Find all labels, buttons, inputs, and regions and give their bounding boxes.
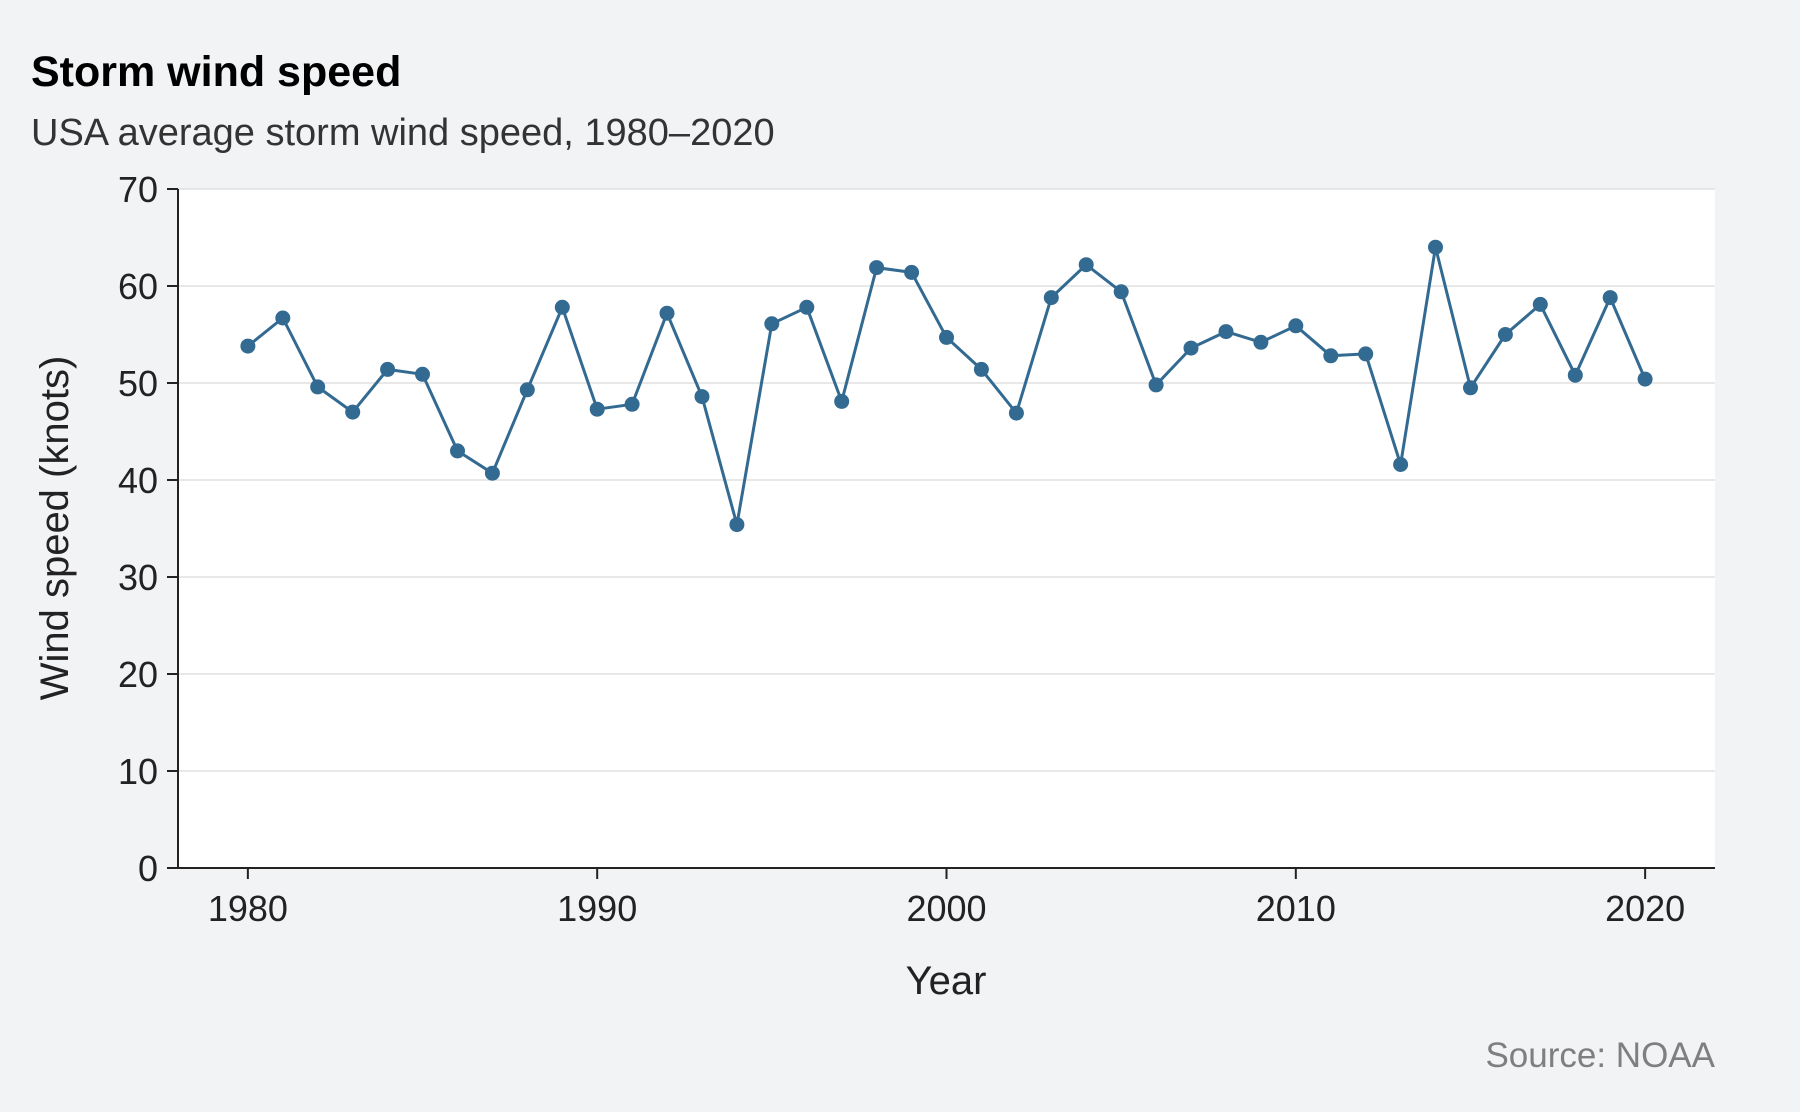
- x-tick-label-2020: 2020: [1605, 888, 1685, 929]
- x-tick-label-2010: 2010: [1256, 888, 1336, 929]
- data-point-1996: [799, 299, 815, 315]
- x-axis-ticks: 1980 1990 2000 2010 2020: [208, 868, 1685, 929]
- data-point-1999: [904, 264, 920, 280]
- data-point-2020: [1637, 371, 1653, 387]
- data-point-2019: [1602, 290, 1618, 306]
- y-axis-ticks: 0 10 20 30 40 50 60 70: [118, 169, 178, 889]
- data-point-1983: [345, 404, 361, 420]
- y-tick-label-50: 50: [118, 363, 158, 404]
- data-point-2012: [1358, 346, 1374, 362]
- data-point-2014: [1428, 239, 1443, 255]
- data-point-2007: [1183, 340, 1199, 356]
- data-point-2006: [1148, 377, 1164, 393]
- chart-subtitle: USA average storm wind speed, 1980–2020: [31, 112, 775, 154]
- gridlines: [178, 188, 1715, 772]
- y-tick-label-30: 30: [118, 557, 158, 598]
- data-point-1987: [484, 465, 500, 481]
- data-point-1995: [764, 316, 780, 332]
- data-point-1985: [415, 366, 430, 382]
- chart-title: Storm wind speed: [31, 48, 401, 96]
- data-point-2008: [1218, 324, 1234, 340]
- data-point-2016: [1497, 327, 1513, 342]
- y-tick-label-10: 10: [118, 751, 158, 792]
- data-point-1989: [554, 299, 570, 315]
- data-point-1991: [624, 396, 640, 412]
- data-point-1994: [729, 517, 745, 533]
- data-point-2002: [1008, 405, 1024, 421]
- source-caption: Source: NOAA: [1485, 1036, 1715, 1075]
- data-point-1984: [380, 361, 396, 377]
- x-tick-label-1980: 1980: [208, 888, 288, 929]
- data-point-2004: [1078, 257, 1094, 273]
- data-point-2017: [1532, 296, 1548, 312]
- data-point-1998: [869, 260, 885, 276]
- x-axis-title: Year: [906, 959, 987, 1003]
- data-point-1990: [589, 401, 605, 417]
- data-point-1981: [275, 310, 291, 326]
- data-point-1993: [694, 389, 710, 405]
- data-point-2018: [1567, 367, 1583, 383]
- data-point-2010: [1288, 318, 1304, 334]
- data-point-1992: [659, 305, 675, 321]
- y-tick-label-0: 0: [138, 848, 158, 889]
- data-point-2000: [939, 329, 954, 345]
- x-tick-label-1990: 1990: [557, 888, 637, 929]
- y-tick-label-60: 60: [118, 266, 158, 307]
- y-tick-label-20: 20: [118, 654, 158, 695]
- x-tick-label-2000: 2000: [906, 888, 986, 929]
- data-point-2001: [973, 361, 989, 377]
- data-point-2005: [1113, 284, 1129, 300]
- series-wind-speed: [240, 239, 1653, 533]
- data-point-1982: [310, 379, 326, 395]
- data-point-2003: [1043, 290, 1059, 306]
- data-point-1997: [834, 393, 850, 409]
- data-point-2011: [1323, 348, 1339, 364]
- data-point-1980: [240, 338, 256, 354]
- data-point-1988: [519, 382, 535, 398]
- y-tick-label-70: 70: [118, 169, 158, 210]
- y-axis-title: Wind speed (knots): [33, 356, 77, 701]
- data-point-1986: [450, 443, 465, 459]
- plot-panel: [178, 189, 1715, 868]
- data-point-2009: [1253, 334, 1269, 350]
- y-tick-label-40: 40: [118, 460, 158, 501]
- data-point-2015: [1463, 380, 1478, 396]
- data-point-2013: [1393, 457, 1409, 472]
